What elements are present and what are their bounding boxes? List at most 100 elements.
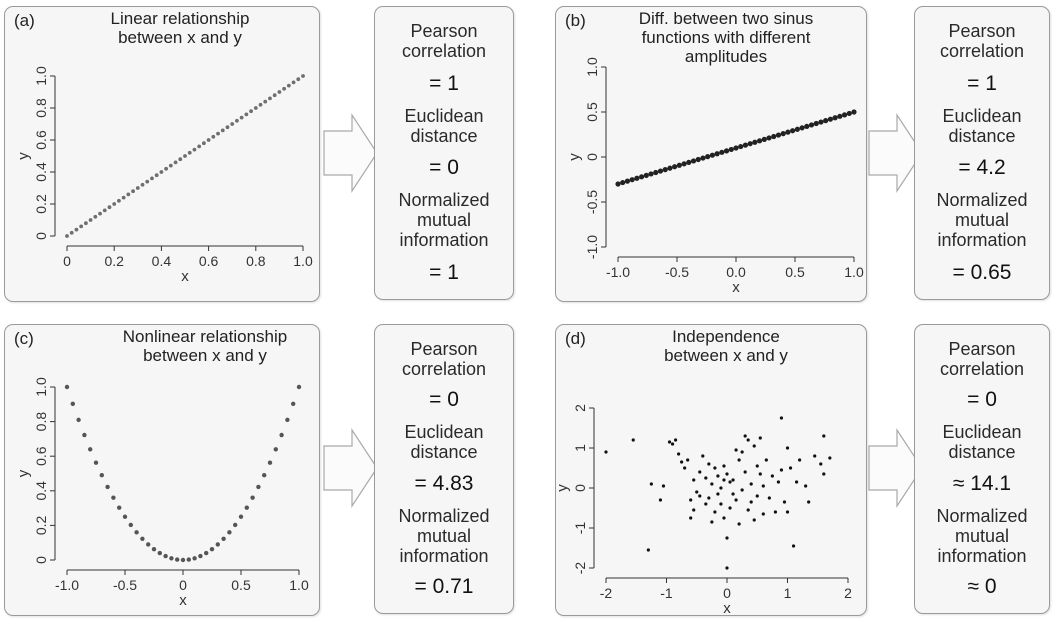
data-point — [689, 498, 693, 502]
data-point — [807, 500, 811, 504]
data-point — [794, 126, 800, 132]
data-point — [64, 384, 70, 390]
plot-a-svg: 0 0.2 0.4 0.6 0.8 1.0 0 0.2 0.4 0.6 0.8 1.0 x y — [15, 66, 313, 285]
data-point — [235, 118, 239, 123]
x-tick-label: 0 — [63, 253, 71, 269]
data-point — [749, 500, 753, 504]
data-point — [676, 162, 682, 168]
data-point — [186, 557, 191, 562]
plot-panel-b: -1.0 -0.5 0.0 0.5 1.0 -1.0 -0.5 0 0.5 1.0 x y (b) D… — [555, 6, 867, 302]
data-point — [657, 168, 664, 174]
data-point — [686, 159, 692, 165]
data-point — [69, 230, 74, 235]
data-point — [121, 195, 126, 200]
x-tick-label: -1 — [660, 585, 673, 601]
data-point — [215, 542, 220, 547]
data-point — [714, 151, 720, 157]
y-tick-label: 0 — [584, 153, 600, 161]
data-point — [755, 494, 759, 498]
data-point — [140, 182, 145, 187]
data-point — [827, 116, 833, 122]
y-tick-label: 0.8 — [33, 412, 49, 432]
data-point — [150, 176, 154, 181]
y-tick-label: 0.4 — [33, 481, 49, 501]
data-point — [822, 472, 826, 476]
data-point — [239, 115, 244, 120]
stat-label: Euclidean distance — [404, 422, 484, 463]
data-point — [731, 478, 735, 482]
data-point — [764, 458, 768, 462]
x-tick-label: 1 — [784, 585, 792, 601]
data-point — [268, 96, 272, 101]
data-point — [98, 211, 102, 216]
data-point — [846, 110, 852, 117]
data-point — [134, 530, 139, 535]
data-point — [743, 434, 747, 438]
y-tick-label: 0 — [33, 556, 49, 564]
data-point — [704, 502, 708, 506]
data-point — [686, 458, 690, 462]
x-axis-label: x — [179, 592, 187, 609]
data-point — [146, 542, 151, 547]
data-point — [238, 514, 244, 519]
plot-d-svg: -2 -1 0 1 2 -2 -1 0 1 2 x y — [556, 404, 852, 615]
stat-value: = 0 — [429, 388, 459, 412]
data-point — [752, 139, 758, 145]
data-point — [709, 152, 715, 158]
data-point — [670, 442, 675, 446]
data-point — [734, 448, 738, 452]
data-point — [785, 129, 791, 135]
data-point — [681, 161, 687, 167]
data-point — [112, 202, 117, 206]
data-point — [216, 131, 220, 136]
data-point — [296, 384, 302, 390]
data-point — [145, 179, 150, 184]
stat-label: Normalized mutual information — [936, 505, 1028, 566]
data-point — [164, 166, 169, 171]
data-point — [667, 440, 672, 444]
data-point — [296, 77, 301, 82]
panel-title-d: Independence between x and y — [664, 327, 788, 365]
data-point — [832, 115, 838, 121]
data-point — [791, 544, 796, 548]
stat-value: = 1 — [429, 71, 459, 95]
data-point — [677, 452, 681, 456]
data-point — [672, 164, 678, 170]
stat-label: Pearson correlation — [401, 21, 487, 62]
data-point — [841, 112, 848, 118]
data-point — [615, 181, 621, 187]
data-point — [117, 198, 121, 203]
data-point — [695, 156, 701, 163]
data-point — [690, 158, 697, 164]
data-point — [629, 177, 635, 183]
data-point — [244, 505, 249, 510]
data-point — [211, 134, 216, 139]
stat-value: = 1 — [429, 260, 459, 284]
data-point — [713, 510, 717, 514]
x-tick-label: 0.0 — [726, 264, 746, 280]
data-point — [851, 109, 857, 115]
stat-value: = 4.83 — [414, 471, 474, 495]
stat-label: Euclidean distance — [942, 105, 1022, 146]
data-point — [737, 458, 741, 462]
data-point — [624, 178, 631, 184]
data-point — [757, 138, 763, 144]
plot-c-svg: -1.0 -0.5 0 0.5 1.0 0 0.2 0.4 0.6 0.8 1.0 x y — [15, 377, 309, 609]
data-point — [230, 122, 235, 126]
data-point — [716, 474, 720, 478]
data-point — [692, 508, 696, 512]
panel-letter-c: (c) — [14, 329, 34, 348]
data-point — [649, 482, 653, 486]
data-point — [747, 141, 753, 147]
data-point — [758, 436, 762, 440]
data-point — [192, 147, 197, 152]
y-tick-label: -2 — [572, 562, 588, 575]
data-point — [201, 141, 206, 146]
data-point — [262, 473, 267, 478]
data-point — [192, 556, 197, 561]
data-point — [673, 438, 678, 442]
data-point — [282, 86, 287, 91]
data-point — [719, 149, 725, 155]
data-point — [277, 90, 282, 94]
data-point — [117, 505, 122, 510]
